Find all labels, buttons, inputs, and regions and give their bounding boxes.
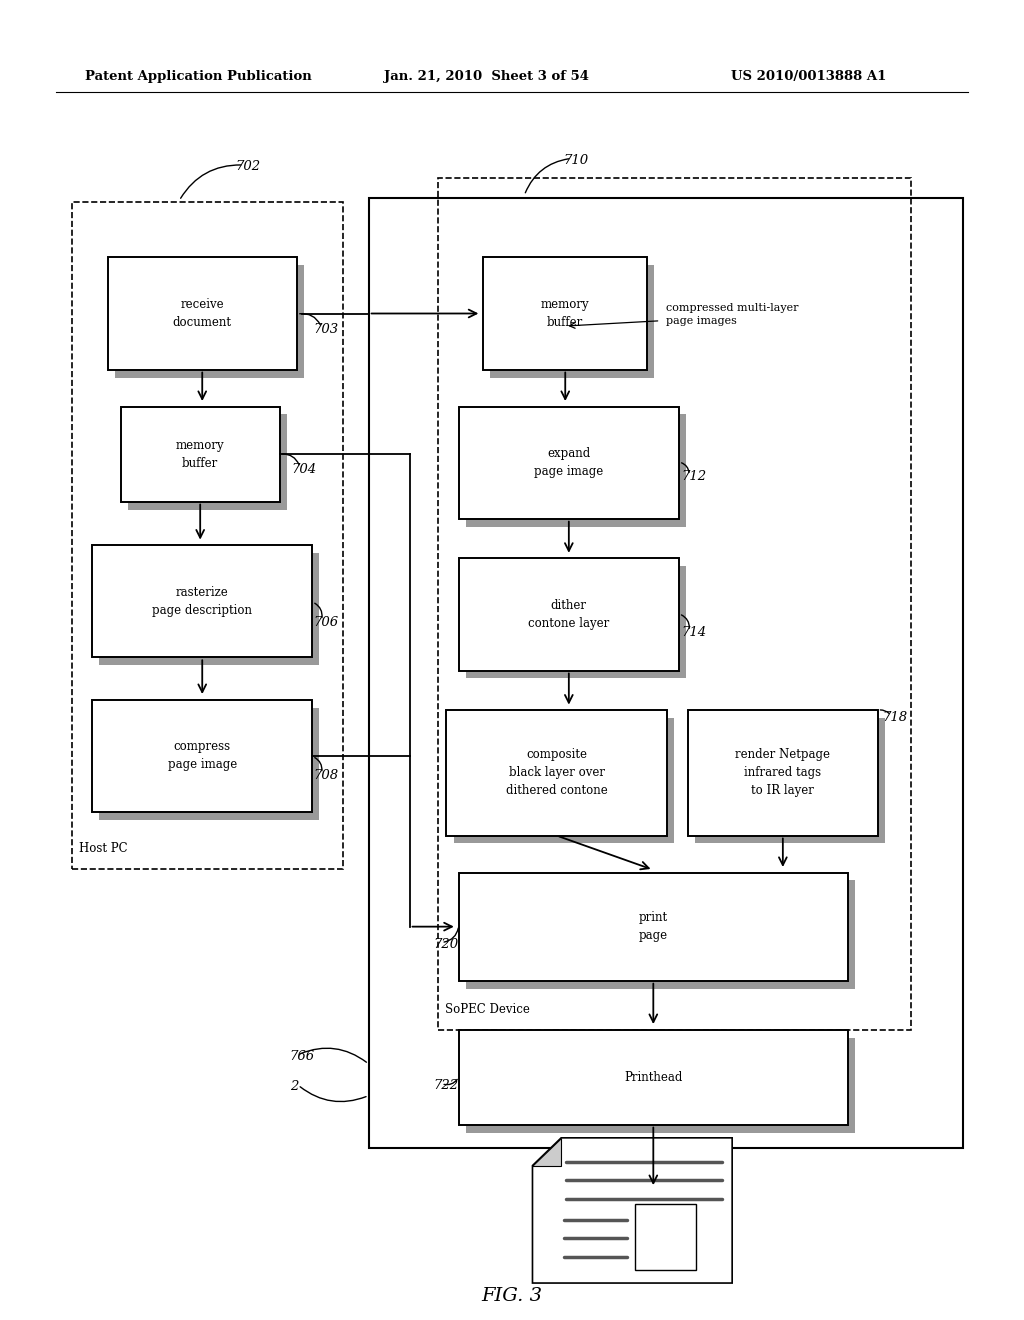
Text: FIG. 3: FIG. 3 <box>481 1287 543 1305</box>
Text: expand
page image: expand page image <box>535 447 603 478</box>
Text: 703: 703 <box>313 322 339 335</box>
Text: memory
buffer: memory buffer <box>541 298 590 329</box>
Text: 722: 722 <box>433 1078 459 1092</box>
Text: SoPEC Device: SoPEC Device <box>445 1003 530 1016</box>
Text: 710: 710 <box>563 153 589 166</box>
Text: Patent Application Publication: Patent Application Publication <box>85 70 311 83</box>
Bar <box>459 1030 848 1125</box>
Bar <box>459 558 679 671</box>
Text: print
page: print page <box>639 911 668 942</box>
Text: 708: 708 <box>313 768 339 781</box>
Text: memory
buffer: memory buffer <box>176 438 224 470</box>
Text: Printhead: Printhead <box>624 1071 683 1084</box>
Bar <box>688 710 878 836</box>
Text: 718: 718 <box>883 710 908 723</box>
Text: render Netpage
infrared tags
to IR layer: render Netpage infrared tags to IR layer <box>735 748 830 797</box>
Bar <box>459 407 679 519</box>
Text: 720: 720 <box>433 937 459 950</box>
Text: 712: 712 <box>681 470 707 483</box>
Bar <box>635 1204 696 1270</box>
Bar <box>438 178 911 1030</box>
Text: compress
page image: compress page image <box>168 741 237 771</box>
Text: 714: 714 <box>681 626 707 639</box>
Bar <box>128 414 287 510</box>
Bar <box>466 414 686 527</box>
Text: US 2010/0013888 A1: US 2010/0013888 A1 <box>731 70 887 83</box>
Bar <box>490 265 654 378</box>
Bar <box>459 873 848 981</box>
Text: receive
document: receive document <box>173 298 231 329</box>
Bar <box>92 700 312 812</box>
Polygon shape <box>532 1138 561 1166</box>
Bar <box>369 198 963 1148</box>
Bar <box>466 566 686 678</box>
Text: composite
black layer over
dithered contone: composite black layer over dithered cont… <box>506 748 607 797</box>
Polygon shape <box>532 1138 732 1283</box>
Text: 706: 706 <box>313 615 339 628</box>
Bar <box>466 880 855 989</box>
Bar <box>108 257 297 370</box>
Bar <box>99 553 319 665</box>
Bar <box>446 710 667 836</box>
Text: Jan. 21, 2010  Sheet 3 of 54: Jan. 21, 2010 Sheet 3 of 54 <box>384 70 589 83</box>
Bar <box>695 718 885 843</box>
Bar <box>72 202 343 869</box>
Text: Host PC: Host PC <box>79 842 127 855</box>
Text: 2: 2 <box>290 1080 298 1093</box>
Text: compressed multi-layer
page images: compressed multi-layer page images <box>666 302 798 326</box>
Bar <box>99 708 319 820</box>
Text: 766: 766 <box>290 1049 315 1063</box>
Bar <box>92 545 312 657</box>
Bar <box>466 1038 855 1133</box>
Bar <box>121 407 280 502</box>
Text: 702: 702 <box>236 160 261 173</box>
Bar <box>483 257 647 370</box>
Bar <box>115 265 304 378</box>
Text: rasterize
page description: rasterize page description <box>153 586 252 616</box>
Bar <box>454 718 674 843</box>
Text: 704: 704 <box>292 462 317 475</box>
Text: dither
contone layer: dither contone layer <box>528 599 609 630</box>
